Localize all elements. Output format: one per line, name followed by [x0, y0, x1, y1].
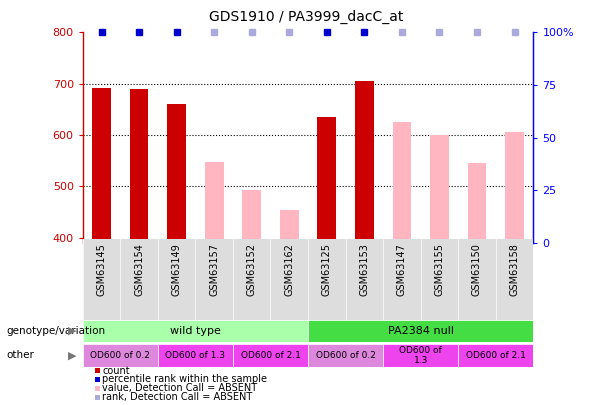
Text: PA2384 null: PA2384 null [387, 326, 454, 336]
Bar [383, 344, 458, 367]
Bar [468, 163, 486, 243]
Bar [83, 344, 158, 367]
Text: genotype/variation: genotype/variation [6, 326, 105, 336]
Text: GSM63147: GSM63147 [397, 243, 407, 296]
Text: OD600 of 2.1: OD600 of 2.1 [466, 351, 526, 360]
Bar [505, 132, 524, 243]
Bar [355, 81, 374, 243]
Bar [392, 122, 411, 243]
Bar [167, 104, 186, 243]
Bar [308, 320, 533, 342]
Text: OD600 of
1.3: OD600 of 1.3 [399, 346, 442, 365]
Text: GSM63145: GSM63145 [96, 243, 107, 296]
Text: percentile rank within the sample: percentile rank within the sample [102, 375, 267, 384]
Text: other: other [6, 350, 34, 360]
Bar [158, 344, 233, 367]
Bar [430, 135, 449, 243]
Text: OD600 of 1.3: OD600 of 1.3 [166, 351, 226, 360]
Text: wild type: wild type [170, 326, 221, 336]
Text: GSM63158: GSM63158 [509, 243, 520, 296]
Bar [308, 344, 383, 367]
Bar [242, 190, 261, 243]
Text: rank, Detection Call = ABSENT: rank, Detection Call = ABSENT [102, 392, 253, 402]
Text: GDS1910 / PA3999_dacC_at: GDS1910 / PA3999_dacC_at [209, 10, 404, 24]
Text: GSM63149: GSM63149 [172, 243, 181, 296]
Text: value, Detection Call = ABSENT: value, Detection Call = ABSENT [102, 384, 257, 393]
Text: GSM63154: GSM63154 [134, 243, 144, 296]
Text: ▶: ▶ [68, 350, 77, 360]
Text: OD600 of 2.1: OD600 of 2.1 [240, 351, 300, 360]
Bar [318, 117, 336, 243]
Text: GSM63162: GSM63162 [284, 243, 294, 296]
Bar [233, 344, 308, 367]
Text: count: count [102, 366, 130, 375]
Text: GSM63150: GSM63150 [472, 243, 482, 296]
Text: GSM63153: GSM63153 [359, 243, 370, 296]
Text: GSM63157: GSM63157 [209, 243, 219, 296]
Text: OD600 of 0.2: OD600 of 0.2 [316, 351, 376, 360]
Bar [92, 88, 111, 243]
Text: GSM63152: GSM63152 [246, 243, 257, 296]
Text: OD600 of 0.2: OD600 of 0.2 [90, 351, 150, 360]
Text: ▶: ▶ [68, 326, 77, 336]
Bar [458, 344, 533, 367]
Bar [83, 320, 308, 342]
Text: GSM63155: GSM63155 [435, 243, 444, 296]
Bar [280, 210, 299, 243]
Bar [205, 162, 224, 243]
Bar [130, 89, 148, 243]
Text: GSM63125: GSM63125 [322, 243, 332, 296]
